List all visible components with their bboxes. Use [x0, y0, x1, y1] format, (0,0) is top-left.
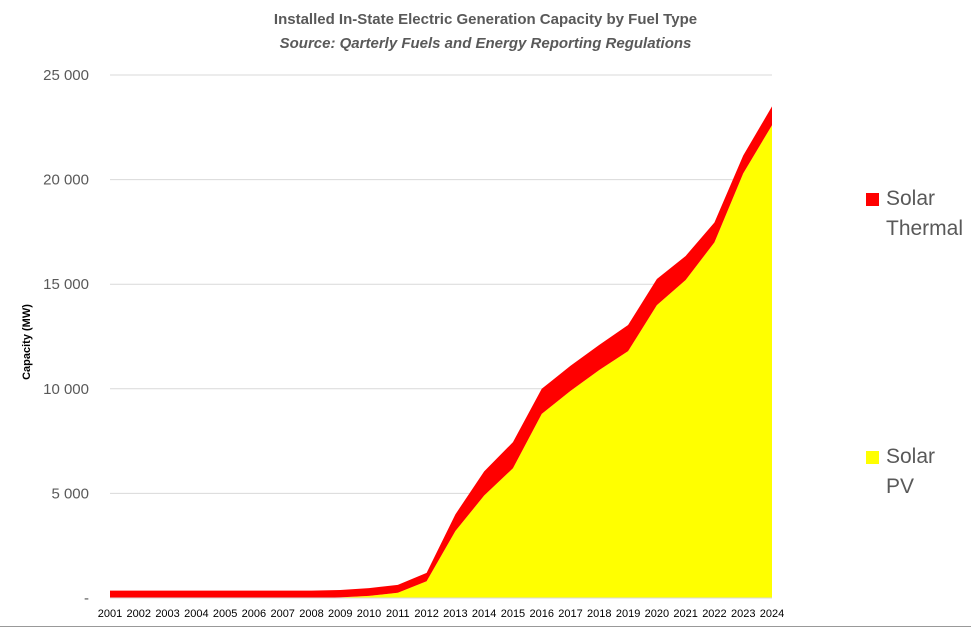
y-tick-label: 10 000	[43, 381, 89, 398]
x-tick-label: 2020	[645, 608, 669, 620]
y-tick-label: 25 000	[43, 67, 89, 84]
legend-label-solar-pv: Solar PV	[886, 442, 935, 502]
legend-label-solar-thermal: Solar Thermal	[886, 184, 963, 244]
x-tick-label: 2019	[616, 608, 640, 620]
x-tick-label: 2010	[357, 608, 381, 620]
x-tick-label: 2017	[558, 608, 582, 620]
x-tick-label: 2018	[587, 608, 611, 620]
x-tick-label: 2013	[443, 608, 467, 620]
x-tick-label: 2006	[242, 608, 266, 620]
x-tick-label: 2008	[299, 608, 323, 620]
chart-subtitle: Source: Qarterly Fuels and Energy Report…	[279, 35, 692, 52]
x-tick-label: 2014	[472, 608, 496, 620]
x-tick-label: 2009	[328, 608, 352, 620]
legend-label-line: PV	[886, 475, 915, 498]
x-tick-label: 2005	[213, 608, 237, 620]
bottom-rule	[0, 626, 971, 627]
x-tick-label: 2016	[529, 608, 553, 620]
x-tick-label: 2002	[127, 608, 151, 620]
x-tick-label: 2022	[702, 608, 726, 620]
area-series-solar-pv	[110, 125, 772, 599]
chart-title: Installed In-State Electric Generation C…	[273, 11, 698, 28]
x-tick-label: 2007	[270, 608, 294, 620]
y-tick-label: 20 000	[43, 172, 89, 189]
y-tick-label: 5 000	[51, 485, 89, 502]
y-tick-label: 15 000	[43, 276, 89, 293]
x-tick-label: 2011	[386, 608, 410, 620]
legend-swatch-solar-pv	[866, 451, 879, 464]
x-tick-label: 2024	[760, 608, 784, 620]
x-tick-label: 2003	[155, 608, 179, 620]
x-tick-label: 2023	[731, 608, 755, 620]
legend-swatch-solar-thermal	[866, 193, 879, 206]
x-tick-label: 2012	[414, 608, 438, 620]
x-tick-label: 2004	[184, 608, 208, 620]
legend-label-line: Thermal	[886, 217, 964, 240]
legend-label-line: Solar	[886, 445, 936, 468]
x-tick-label: 2015	[501, 608, 525, 620]
y-tick-label: -	[84, 590, 89, 607]
x-tick-label: 2001	[98, 608, 122, 620]
legend-label-line: Solar	[886, 187, 936, 210]
x-tick-label: 2021	[673, 608, 697, 620]
